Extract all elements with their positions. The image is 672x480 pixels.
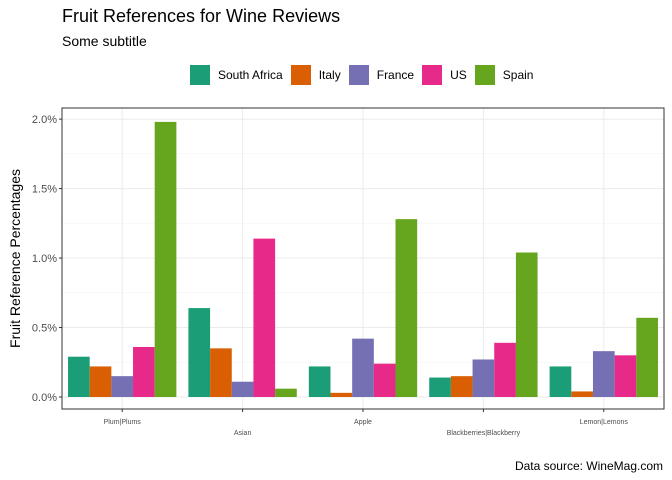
y-tick-label: 0.0%	[32, 392, 57, 404]
legend-swatch	[348, 65, 369, 85]
legend-swatch	[290, 65, 311, 85]
legend-item-spain: Spain	[474, 65, 534, 85]
bar	[592, 351, 615, 397]
legend-label: Spain	[502, 68, 534, 82]
legend-swatch	[474, 65, 495, 85]
bar	[308, 366, 331, 397]
bar	[154, 121, 177, 398]
bar	[472, 359, 495, 397]
x-tick-label: Asian	[234, 430, 252, 437]
bar	[395, 219, 418, 397]
caption: Data source: WineMag.com	[514, 459, 663, 473]
bar	[210, 348, 232, 397]
legend-item-south-africa: South Africa	[190, 65, 283, 85]
legend-item-italy: Italy	[290, 65, 341, 85]
legend-swatch	[422, 65, 443, 85]
y-tick-label: 2.0%	[32, 114, 57, 126]
bar	[571, 391, 593, 397]
bar	[89, 366, 112, 397]
bar	[231, 381, 254, 397]
x-tick-label: Blackberries|Blackberry	[447, 430, 521, 437]
x-tick-label: Lemon|Lemons	[580, 419, 629, 426]
bars	[68, 121, 658, 398]
bar	[450, 376, 473, 397]
bar	[111, 376, 134, 397]
bar	[330, 392, 353, 397]
chart-subtitle: Some subtitle	[62, 33, 147, 49]
bar	[549, 366, 572, 397]
legend-label: South Africa	[218, 68, 283, 82]
legend-label: US	[450, 68, 467, 82]
x-axis: Plum|Plums Asian Apple Blackberries|Blackbe…	[104, 409, 629, 437]
bar	[373, 363, 396, 397]
y-tick-label: 0.5%	[32, 323, 57, 335]
bar	[429, 377, 451, 397]
legend-item-france: France	[348, 65, 415, 85]
y-tick-label: 1.5%	[32, 184, 57, 196]
chart-title: Fruit References for Wine Reviews	[62, 6, 341, 26]
legend-swatch	[190, 65, 210, 85]
bar	[515, 252, 538, 397]
y-tick-label: 1.0%	[32, 253, 57, 265]
bar	[352, 338, 374, 397]
bar	[275, 388, 297, 397]
x-tick-label: Plum|Plums	[104, 419, 142, 426]
bar	[253, 238, 276, 397]
bar	[133, 346, 155, 397]
legend-label: Italy	[318, 68, 341, 82]
bar	[636, 317, 658, 397]
y-axis-title: Fruit Reference Percentages	[7, 169, 23, 348]
bar	[68, 356, 90, 397]
legend-item-us: US	[422, 65, 467, 85]
bar	[494, 342, 516, 397]
y-axis: 0.0% 0.5% 1.0% 1.5% 2.0%	[32, 114, 62, 404]
legend-label: France	[376, 68, 415, 82]
bar	[614, 355, 637, 397]
x-tick-label: Apple	[354, 419, 372, 426]
legend: South Africa Italy France US Spain	[190, 63, 541, 87]
bar	[188, 308, 211, 397]
